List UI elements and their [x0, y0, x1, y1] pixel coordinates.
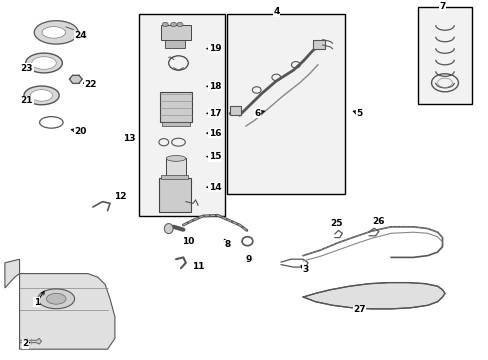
Text: 16: 16	[208, 129, 221, 138]
Bar	[161, 25, 190, 40]
Text: 21: 21	[20, 96, 33, 105]
Bar	[139, 14, 224, 216]
Ellipse shape	[40, 117, 63, 128]
Text: 15: 15	[208, 152, 221, 161]
Text: 7: 7	[438, 2, 445, 11]
Text: 13: 13	[123, 134, 136, 143]
Ellipse shape	[177, 22, 183, 27]
Polygon shape	[20, 338, 41, 344]
Text: 20: 20	[74, 127, 87, 136]
Bar	[165, 40, 184, 48]
Ellipse shape	[34, 21, 78, 44]
Text: 3: 3	[302, 266, 308, 274]
Text: 11: 11	[191, 262, 204, 271]
Ellipse shape	[24, 86, 59, 105]
Bar	[417, 7, 471, 104]
Text: 27: 27	[352, 305, 365, 314]
Text: 5: 5	[356, 109, 362, 118]
Bar	[162, 122, 190, 126]
Text: 6: 6	[254, 109, 260, 118]
Ellipse shape	[164, 224, 173, 234]
Ellipse shape	[162, 22, 168, 27]
Bar	[159, 178, 190, 212]
Text: 2: 2	[22, 339, 28, 348]
Polygon shape	[5, 259, 115, 349]
Bar	[166, 158, 185, 180]
Polygon shape	[69, 75, 82, 83]
Text: 25: 25	[329, 219, 342, 228]
Text: 18: 18	[208, 82, 221, 91]
Ellipse shape	[46, 293, 66, 304]
Text: 8: 8	[224, 240, 230, 249]
Ellipse shape	[170, 22, 176, 27]
Ellipse shape	[30, 90, 53, 101]
Polygon shape	[303, 283, 444, 309]
Text: 26: 26	[372, 217, 385, 226]
Text: 24: 24	[74, 31, 87, 40]
Ellipse shape	[25, 53, 62, 73]
Text: 22: 22	[84, 80, 97, 89]
Text: 9: 9	[244, 255, 251, 264]
Ellipse shape	[32, 57, 56, 69]
Text: 19: 19	[208, 44, 221, 53]
Ellipse shape	[42, 27, 65, 38]
Bar	[312, 40, 325, 49]
Text: 4: 4	[272, 7, 279, 16]
Text: 14: 14	[208, 183, 221, 192]
Text: 1: 1	[34, 298, 40, 307]
Bar	[160, 92, 192, 122]
Text: 17: 17	[208, 109, 221, 118]
Text: 10: 10	[182, 237, 194, 246]
Ellipse shape	[166, 156, 185, 161]
Ellipse shape	[38, 289, 74, 309]
Bar	[227, 14, 344, 194]
Bar	[229, 106, 240, 115]
Text: 23: 23	[20, 64, 33, 73]
Bar	[161, 175, 188, 179]
Text: 12: 12	[113, 192, 126, 201]
